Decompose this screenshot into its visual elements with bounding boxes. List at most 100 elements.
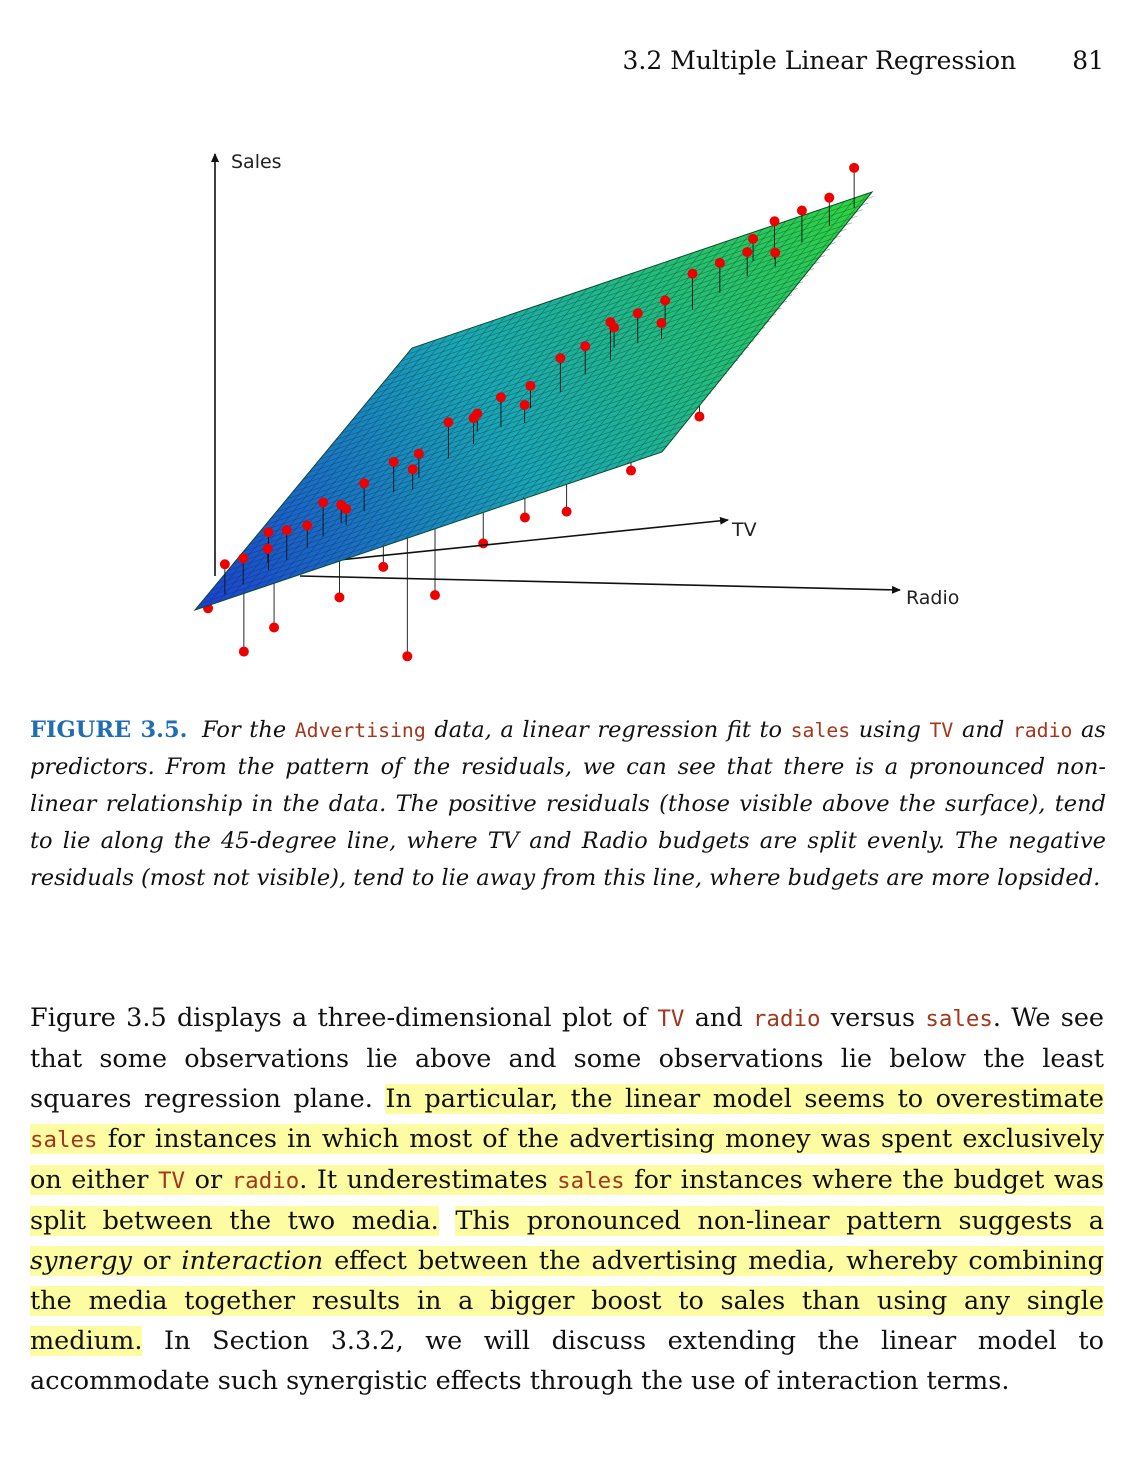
residual-point	[430, 590, 441, 601]
residual-point	[388, 456, 399, 467]
residual-point	[656, 318, 667, 329]
highlight-text: In particular, the linear model seems to…	[385, 1084, 1105, 1114]
radio-axis	[299, 575, 901, 594]
residual-point	[302, 520, 313, 531]
residual-point	[359, 478, 370, 489]
mesh-line	[568, 221, 786, 484]
tv-axis-label: TV	[731, 519, 757, 541]
mesh-line	[335, 281, 804, 441]
code-sales: sales	[30, 1127, 98, 1153]
residual-point	[742, 247, 753, 258]
mesh-line	[463, 256, 681, 520]
mesh-line	[200, 445, 668, 604]
mesh-line	[509, 241, 728, 504]
body-text: and	[694, 1003, 743, 1033]
sales-axis-label: Sales	[231, 151, 282, 173]
mesh-line	[428, 268, 646, 532]
mesh-line	[288, 316, 506, 579]
residual-point	[443, 417, 454, 428]
highlight-text: or	[194, 1165, 223, 1195]
mesh-line	[368, 242, 836, 401]
mesh-line	[218, 339, 436, 603]
body-paragraph: Figure 3.5 displays a three-dimensional …	[30, 998, 1105, 1401]
mesh-line	[580, 217, 798, 480]
mesh-line	[303, 320, 771, 480]
caption-text: For the	[202, 717, 287, 743]
radio-axis-label: Radio	[906, 587, 959, 609]
residual-point	[519, 400, 530, 411]
mesh-line	[556, 225, 775, 488]
mesh-line	[474, 252, 693, 516]
mesh-line	[323, 304, 541, 567]
page-number: 81	[1072, 46, 1104, 75]
tv-axis	[299, 516, 729, 565]
mesh-line	[276, 320, 494, 583]
mesh-line	[381, 284, 600, 548]
residual-point	[824, 192, 835, 203]
residual-point	[769, 216, 780, 227]
residual-point	[341, 503, 352, 514]
highlight-text: . It underestimates	[299, 1165, 548, 1195]
mesh-line	[393, 280, 611, 544]
mesh-line	[544, 229, 763, 492]
code-tv: TV	[158, 1168, 186, 1194]
code-sales: sales	[557, 1168, 625, 1194]
mesh-line	[358, 292, 576, 555]
mesh-line	[346, 296, 565, 559]
mesh-line	[521, 237, 740, 500]
residual-point	[402, 651, 413, 662]
residual-point	[238, 646, 249, 657]
body-text: Figure 3.5 displays a three-dimensional …	[30, 1003, 648, 1033]
mesh-line	[241, 331, 459, 595]
residual-point	[796, 205, 807, 216]
mesh-line	[308, 314, 777, 473]
body-text: In Section 3.3.2, we will discuss extend…	[30, 1326, 1105, 1396]
mesh-line	[373, 235, 842, 395]
residual-point	[687, 268, 698, 279]
residual-point	[263, 527, 274, 538]
mesh-line	[265, 366, 733, 526]
mesh-line	[404, 276, 623, 540]
residual-point	[632, 308, 643, 319]
code-advertising: Advertising	[294, 719, 426, 742]
highlight-text: for instances where the budget was split…	[30, 1165, 1104, 1236]
mesh-line	[357, 255, 825, 414]
residual-point	[748, 233, 759, 244]
mesh-line	[486, 249, 705, 512]
mesh-line	[395, 209, 863, 368]
residual-point	[849, 162, 860, 173]
residual-point	[660, 295, 671, 306]
code-tv: TV	[929, 719, 954, 742]
page-header: 3.2 Multiple Linear Regression 81	[623, 46, 1104, 75]
mesh-line	[249, 386, 717, 545]
mesh-line	[390, 215, 858, 375]
term-synergy: synergy	[30, 1246, 132, 1276]
mesh-line	[287, 340, 755, 499]
highlight-text: effect between the advertising media, wh…	[30, 1246, 1104, 1356]
residual-point	[318, 497, 329, 508]
mesh-line	[264, 324, 483, 587]
mesh-line	[591, 213, 810, 476]
mesh-line	[276, 353, 744, 513]
residual-point	[219, 559, 230, 570]
mesh-line	[216, 425, 684, 585]
mesh-line	[292, 333, 760, 493]
residual-point	[413, 448, 424, 459]
caption-text: as predictors. From the pattern of the r…	[30, 717, 1106, 891]
residual-point	[334, 592, 345, 603]
residual-point	[262, 543, 273, 554]
mesh-line	[281, 346, 749, 506]
mesh-line	[650, 193, 868, 457]
residual-point	[525, 380, 536, 391]
mesh-line	[603, 209, 821, 472]
body-text: versus	[830, 1003, 916, 1033]
mesh-line	[626, 201, 845, 465]
mesh-line	[330, 287, 798, 447]
code-radio: radio	[752, 1006, 821, 1032]
residual-point	[580, 341, 591, 352]
caption-text: and	[961, 717, 1005, 743]
mesh-line	[615, 205, 833, 469]
mesh-line	[229, 335, 448, 599]
figure-3d-regression-plot: Sales TV Radio	[0, 130, 1124, 680]
highlight-text: or	[142, 1246, 171, 1276]
